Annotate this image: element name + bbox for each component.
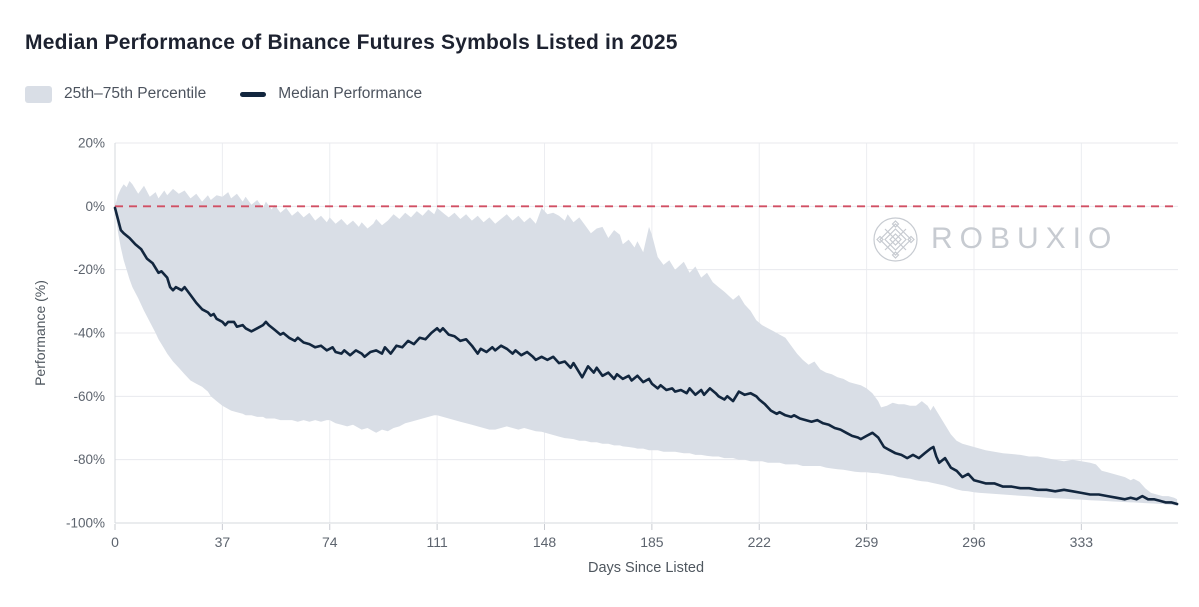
x-tick-label: 74: [322, 534, 338, 550]
percentile-band-label: 25th–75th Percentile: [64, 85, 207, 102]
percentile-band-swatch: [25, 85, 52, 103]
chart-title: Median Performance of Binance Futures Sy…: [25, 31, 678, 54]
median-line-label: Median Performance: [278, 85, 423, 102]
robuxio-logo-icon: [873, 216, 918, 262]
y-tick-label: 20%: [78, 136, 105, 151]
y-tick-label: -60%: [73, 389, 105, 404]
y-axis-title: Performance (%): [32, 280, 48, 386]
x-tick-label: 111: [426, 534, 447, 550]
x-tick-label: 148: [533, 534, 557, 550]
x-tick-label: 37: [215, 534, 231, 550]
watermark-text: ROBUXIO: [931, 222, 1119, 255]
y-tick-label: -20%: [73, 262, 105, 277]
y-tick-label: -40%: [73, 326, 105, 341]
y-tick-label: 0%: [85, 199, 105, 214]
median-line: [113, 206, 1179, 506]
x-tick-label: 296: [962, 534, 986, 550]
y-tick-label: -100%: [66, 516, 105, 531]
x-tick-label: 0: [111, 534, 119, 550]
x-tick-label: 222: [748, 534, 772, 550]
legend: 25th–75th Percentile Median Performance: [25, 85, 422, 103]
percentile-band-area: [115, 181, 1178, 506]
watermark: ROBUXIO: [872, 214, 1118, 264]
x-axis-title: Days Since Listed: [587, 560, 705, 576]
y-tick-label: -80%: [73, 452, 105, 467]
legend-item-percentile-band: 25th–75th Percentile: [25, 85, 206, 103]
x-tick-label: 333: [1070, 534, 1094, 550]
median-line-swatch: [240, 91, 267, 97]
x-tick-label: 259: [855, 534, 879, 550]
legend-item-median: Median Performance: [240, 85, 422, 103]
x-tick-label: 185: [640, 534, 664, 550]
